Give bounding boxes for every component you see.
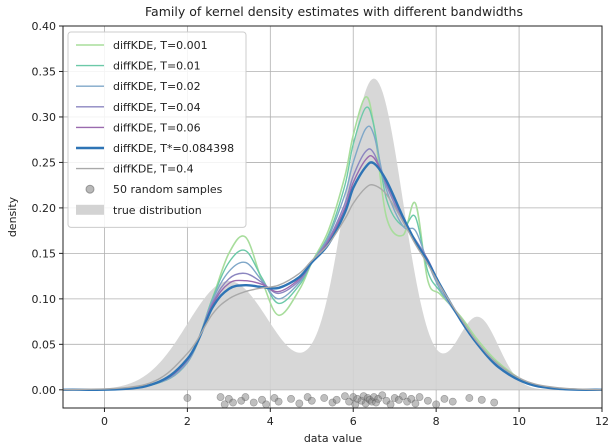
sample-point bbox=[386, 400, 395, 409]
true-distribution-fill bbox=[63, 78, 602, 390]
sample-point bbox=[465, 394, 474, 402]
legend-label: 50 random samples bbox=[113, 183, 223, 196]
sample-point bbox=[332, 395, 341, 404]
sample-point bbox=[399, 392, 407, 401]
x-tick-label: 2 bbox=[184, 415, 191, 428]
legend: diffKDE, T=0.001 diffKDE, T=0.01 diffKDE, … bbox=[67, 31, 247, 228]
sample-point bbox=[287, 395, 295, 403]
sample-point bbox=[183, 394, 192, 402]
y-tick-label: 0.25 bbox=[32, 156, 57, 169]
x-tick-label: 12 bbox=[595, 415, 608, 428]
chart-title: Family of kernel density estimates with … bbox=[145, 4, 523, 19]
sample-point bbox=[423, 396, 432, 405]
y-tick-label: 0.05 bbox=[32, 338, 57, 351]
sample-point bbox=[341, 392, 349, 401]
sample-point bbox=[216, 393, 225, 401]
sample-point bbox=[274, 397, 283, 406]
sample-point bbox=[440, 395, 449, 403]
series-line-7 bbox=[63, 184, 602, 391]
samples-layer bbox=[183, 391, 499, 409]
x-tick-label: 4 bbox=[267, 415, 274, 428]
legend-label: diffKDE, T=0.4 bbox=[113, 163, 194, 176]
sample-point bbox=[320, 394, 329, 402]
legend-label: diffKDE, T*=0.084398 bbox=[113, 142, 234, 155]
sample-point bbox=[262, 400, 271, 409]
y-tick-label: 0.35 bbox=[32, 65, 57, 78]
legend-label: diffKDE, T=0.06 bbox=[113, 121, 201, 134]
series-line-6 bbox=[63, 161, 602, 392]
sample-point bbox=[229, 398, 237, 407]
sample-point bbox=[477, 395, 486, 404]
y-tick-label: 0.00 bbox=[32, 384, 57, 397]
sample-point bbox=[307, 396, 316, 405]
sample-point bbox=[490, 398, 499, 407]
sample-point bbox=[448, 397, 457, 406]
legend-label: diffKDE, T=0.01 bbox=[113, 60, 201, 73]
x-tick-label: 6 bbox=[350, 415, 357, 428]
legend-label: diffKDE, T=0.04 bbox=[113, 101, 201, 114]
y-tick-label: 0.20 bbox=[32, 202, 57, 215]
x-axis-label: data value bbox=[304, 432, 363, 445]
plot-frame bbox=[62, 25, 603, 409]
sample-point bbox=[295, 399, 304, 408]
true-distribution-area bbox=[63, 78, 602, 390]
series-layer bbox=[63, 96, 602, 392]
sample-point bbox=[415, 393, 424, 401]
legend-label: diffKDE, T=0.001 bbox=[113, 39, 208, 52]
sample-point bbox=[378, 391, 387, 400]
sample-point bbox=[411, 399, 420, 408]
y-tick-label: 0.40 bbox=[32, 20, 57, 33]
legend-swatch bbox=[85, 184, 95, 194]
x-tick-label: 8 bbox=[433, 415, 440, 428]
sample-point bbox=[432, 400, 441, 409]
y-tick-label: 0.15 bbox=[32, 247, 57, 260]
legend-box bbox=[67, 31, 247, 228]
series-line-1 bbox=[63, 96, 602, 391]
legend-swatch bbox=[76, 204, 104, 215]
x-tick-label: 0 bbox=[101, 415, 108, 428]
y-tick-label: 0.10 bbox=[32, 293, 57, 306]
axis-ticks: 0 2 4 6 8 10 12 0.00 0.05 0.10 0.15 0.20 0.25 0.30 0.3… bbox=[32, 20, 608, 428]
sample-point bbox=[241, 393, 250, 401]
x-tick-label: 10 bbox=[512, 415, 526, 428]
y-tick-label: 0.30 bbox=[32, 111, 57, 124]
y-axis-label: density bbox=[6, 196, 19, 237]
legend-label: true distribution bbox=[113, 204, 202, 217]
sample-point bbox=[249, 398, 258, 407]
legend-label: diffKDE, T=0.02 bbox=[113, 80, 201, 93]
